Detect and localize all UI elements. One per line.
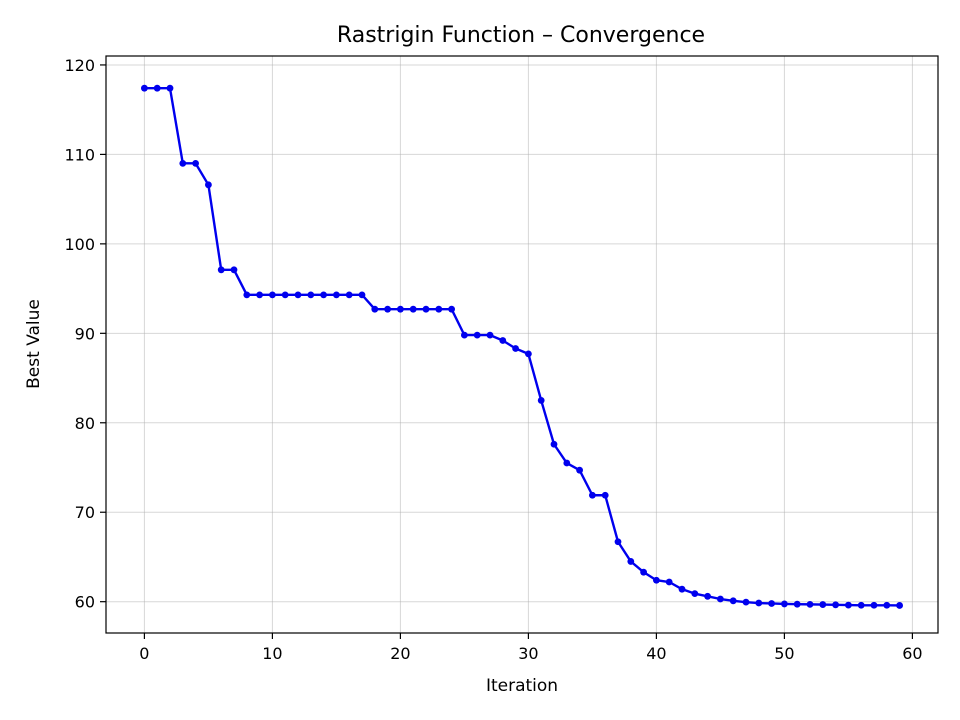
x-axis: 0 10 20 30 40 50 60 [139,633,923,663]
data-point [704,592,711,600]
y-tick-label: 60 [75,593,95,612]
data-point [742,598,750,606]
data-point [179,159,187,167]
data-point [563,459,571,467]
data-point [141,84,148,92]
data-point [576,466,583,474]
data-point [473,331,481,339]
data-point [230,266,238,274]
x-tick-label: 30 [518,644,538,663]
x-axis-label: Iteration [486,676,558,696]
data-point [461,331,468,339]
series-layer [141,84,903,609]
data-point [333,291,340,299]
data-point [589,491,596,499]
y-tick-label: 80 [75,414,95,433]
data-point [678,585,686,593]
data-point [358,291,366,299]
x-tick-label: 50 [774,644,794,663]
data-point [806,600,814,608]
data-point [896,602,903,609]
data-point [256,291,263,299]
data-point [422,305,430,313]
x-tick-label: 0 [139,644,149,663]
data-point [435,305,443,313]
data-point [781,600,788,608]
data-point [486,331,494,339]
data-point [729,597,737,605]
data-point [537,397,545,404]
data-point [857,601,865,609]
grid [106,56,938,633]
data-point [512,345,519,352]
plot-frame [105,55,939,634]
data-point [883,601,891,609]
data-point [397,305,404,313]
data-point [307,291,315,299]
x-tick-label: 10 [262,644,282,663]
data-point [499,337,507,344]
data-point [371,305,379,313]
data-point [627,558,635,565]
data-point [384,305,391,313]
data-point [345,291,353,299]
data-point [205,181,212,189]
data-point [768,600,775,607]
data-point [409,305,417,313]
y-tick-label: 70 [75,503,95,522]
y-axis-label: Best Value [24,299,44,389]
data-point [601,491,609,499]
data-point [269,291,276,299]
x-tick-label: 20 [390,644,410,663]
y-tick-label: 110 [64,145,95,164]
data-point [294,291,302,299]
x-tick-label: 40 [646,644,666,663]
data-point [640,568,647,576]
data-point [525,350,532,358]
chart-title: Rastrigin Function – Convergence [337,23,705,48]
data-point [320,291,327,299]
data-point [243,291,251,299]
x-tick-label: 60 [902,644,922,663]
data-point [755,599,763,607]
data-point [192,159,200,167]
y-tick-label: 100 [64,235,95,254]
data-point [832,601,839,609]
data-point [717,595,724,603]
data-point [166,84,174,92]
data-point [217,266,225,274]
data-point [653,576,660,584]
data-point [793,600,801,608]
data-point [550,440,558,448]
data-point [870,601,878,609]
data-point [845,601,852,609]
data-point [691,590,699,598]
y-axis: 60 70 80 90 100 110 120 [64,56,106,612]
data-point [153,84,161,92]
data-point [819,601,827,608]
data-point [614,538,622,546]
y-tick-label: 90 [75,324,95,343]
y-tick-label: 120 [64,56,95,75]
data-point [448,305,455,313]
data-point [281,291,289,299]
data-point [665,578,673,586]
